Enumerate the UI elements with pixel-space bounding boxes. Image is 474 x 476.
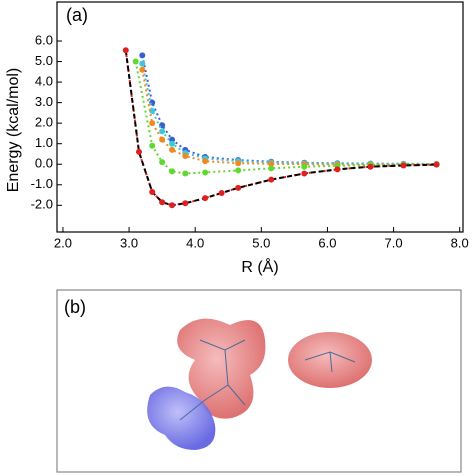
data-point	[367, 163, 374, 170]
data-point	[202, 195, 209, 202]
series-line	[134, 61, 437, 175]
data-point	[149, 188, 156, 195]
panel-label: (a)	[66, 5, 88, 25]
data-point	[218, 189, 225, 196]
data-point	[149, 120, 156, 127]
plot-area	[122, 47, 440, 209]
x-tick-label: 8.0	[451, 235, 469, 250]
data-point	[182, 170, 189, 177]
molecule-bonds	[179, 339, 356, 421]
panel-label: (b)	[64, 297, 86, 317]
data-point	[235, 184, 242, 191]
y-tick-label: 1.0	[35, 135, 53, 150]
data-point	[159, 159, 166, 166]
data-point	[268, 165, 275, 172]
panel-frame	[56, 289, 462, 473]
fit-line	[124, 50, 437, 207]
data-point	[159, 136, 166, 143]
data-point	[135, 148, 142, 155]
data-point	[334, 166, 341, 173]
data-point	[169, 168, 176, 175]
series-line	[124, 50, 437, 207]
data-point	[433, 161, 440, 168]
x-tick-label: 5.0	[252, 235, 270, 250]
data-point	[301, 163, 308, 170]
x-tick-label: 6.0	[318, 235, 336, 250]
data-point	[139, 52, 146, 59]
data-point	[139, 66, 146, 73]
data-point	[235, 160, 242, 167]
y-tick-label: 5.0	[35, 53, 53, 68]
data-point	[159, 128, 166, 135]
x-tick-label: 3.0	[120, 235, 138, 250]
panel-b: (b)	[56, 289, 462, 473]
data-point	[149, 142, 156, 149]
y-tick-label: 4.0	[35, 74, 53, 89]
data-point	[400, 162, 407, 169]
y-tick-label: -2.0	[31, 197, 53, 212]
data-point	[202, 158, 209, 165]
x-axis-label: R (Å)	[241, 257, 278, 276]
data-point	[268, 160, 275, 167]
x-tick-label: 2.0	[54, 235, 72, 250]
y-tick-label: 2.0	[35, 115, 53, 130]
data-point	[139, 60, 146, 67]
data-point	[169, 202, 176, 209]
data-point	[301, 170, 308, 177]
molecule-surface	[288, 332, 372, 388]
molecule-surface	[147, 386, 216, 450]
y-axis-label: Energy (kcal/mol)	[5, 68, 22, 192]
data-point	[169, 146, 176, 153]
molecule-surface	[177, 318, 266, 419]
y-tick-label: 3.0	[35, 94, 53, 109]
data-point	[268, 176, 275, 183]
data-point	[169, 136, 176, 143]
y-tick-label: 0.0	[35, 156, 53, 171]
data-point	[182, 200, 189, 207]
y-tick-label: -1.0	[31, 176, 53, 191]
x-tick-label: 4.0	[186, 235, 204, 250]
data-point	[122, 47, 129, 54]
data-point	[159, 199, 166, 206]
data-point	[169, 140, 176, 147]
data-point	[235, 167, 242, 174]
data-point	[132, 58, 139, 65]
data-point	[202, 169, 209, 176]
plot-frame	[56, 1, 464, 233]
x-tick-label: 7.0	[385, 235, 403, 250]
data-point	[149, 107, 156, 114]
data-point	[182, 153, 189, 160]
y-tick-label: 6.0	[35, 32, 53, 47]
